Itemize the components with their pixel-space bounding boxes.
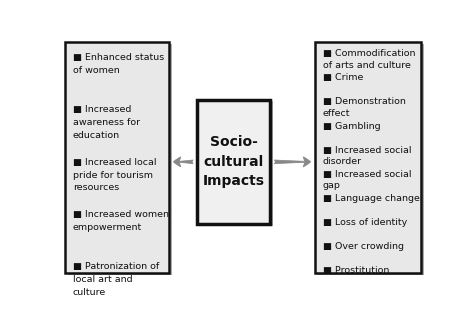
Text: ■ Over crowding: ■ Over crowding [323,242,404,251]
Text: ■ Increased social
gap: ■ Increased social gap [323,170,411,190]
Text: ■ Increased local
pride for tourism
resources: ■ Increased local pride for tourism reso… [73,158,156,193]
Text: ■ Demonstration
effect: ■ Demonstration effect [323,97,406,118]
Text: ■ Increased social
disorder: ■ Increased social disorder [323,146,411,166]
Text: ■ Prostitution: ■ Prostitution [323,266,389,275]
Text: ■ Language change: ■ Language change [323,194,419,203]
Text: ■ Loss of identity: ■ Loss of identity [323,218,407,227]
Bar [68,44,173,275]
Bar [65,42,169,273]
Bar [315,42,421,273]
Text: Socio-
cultural
Impacts: Socio- cultural Impacts [203,135,265,188]
Text: ■ Patronization of
local art and
culture: ■ Patronization of local art and culture [73,262,159,297]
Text: ■ Increased
awareness for
education: ■ Increased awareness for education [73,105,140,140]
Bar [197,100,271,224]
Text: ■ Commodification
of arts and culture: ■ Commodification of arts and culture [323,49,415,70]
Text: ■ Crime: ■ Crime [323,73,363,82]
Text: ■ Increased women
empowerment: ■ Increased women empowerment [73,210,169,232]
Bar [200,101,273,226]
Text: ■ Gambling: ■ Gambling [323,122,380,131]
Bar [318,44,424,275]
Text: ■ Enhanced status
of women: ■ Enhanced status of women [73,53,164,75]
